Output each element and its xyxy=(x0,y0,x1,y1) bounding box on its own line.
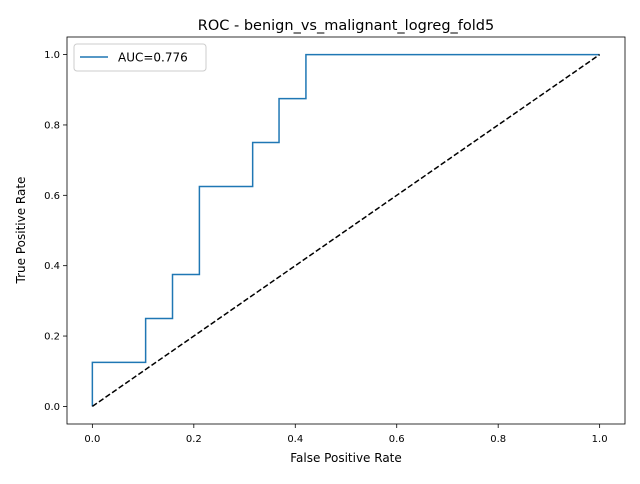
series-layer xyxy=(91,53,601,408)
y-tick-label: 1.0 xyxy=(44,50,60,61)
y-tick-label: 0.8 xyxy=(44,120,60,131)
x-tick-label: 0.4 xyxy=(287,434,303,445)
y-tick-label: 0.6 xyxy=(44,191,60,202)
chart-title: ROC - benign_vs_malignant_logreg_fold5 xyxy=(198,18,494,34)
y-axis-label: True Positive Rate xyxy=(14,177,28,285)
legend-box xyxy=(73,43,207,72)
legend: AUC=0.776 xyxy=(73,43,207,72)
plot-frame xyxy=(66,36,626,425)
y-tick-label: 0.0 xyxy=(44,402,60,413)
x-tick-label: 1.0 xyxy=(592,434,608,445)
x-tick-label: 0.2 xyxy=(186,434,202,445)
roc-curve-line xyxy=(91,53,600,407)
x-axis-ticks: 0.0 0.2 0.4 0.6 0.8 1.0 xyxy=(84,424,608,445)
chance-diagonal-line xyxy=(91,53,601,408)
x-tick-label: 0.6 xyxy=(389,434,405,445)
y-tick-label: 0.2 xyxy=(44,332,60,343)
x-axis-label: False Positive Rate xyxy=(290,451,402,465)
x-tick-label: 0.0 xyxy=(84,434,100,445)
x-tick-label: 0.8 xyxy=(490,434,506,445)
y-axis-ticks: 0.0 0.2 0.4 0.6 0.8 1.0 xyxy=(44,50,67,413)
y-tick-label: 0.4 xyxy=(44,261,60,272)
legend-label: AUC=0.776 xyxy=(118,51,188,65)
